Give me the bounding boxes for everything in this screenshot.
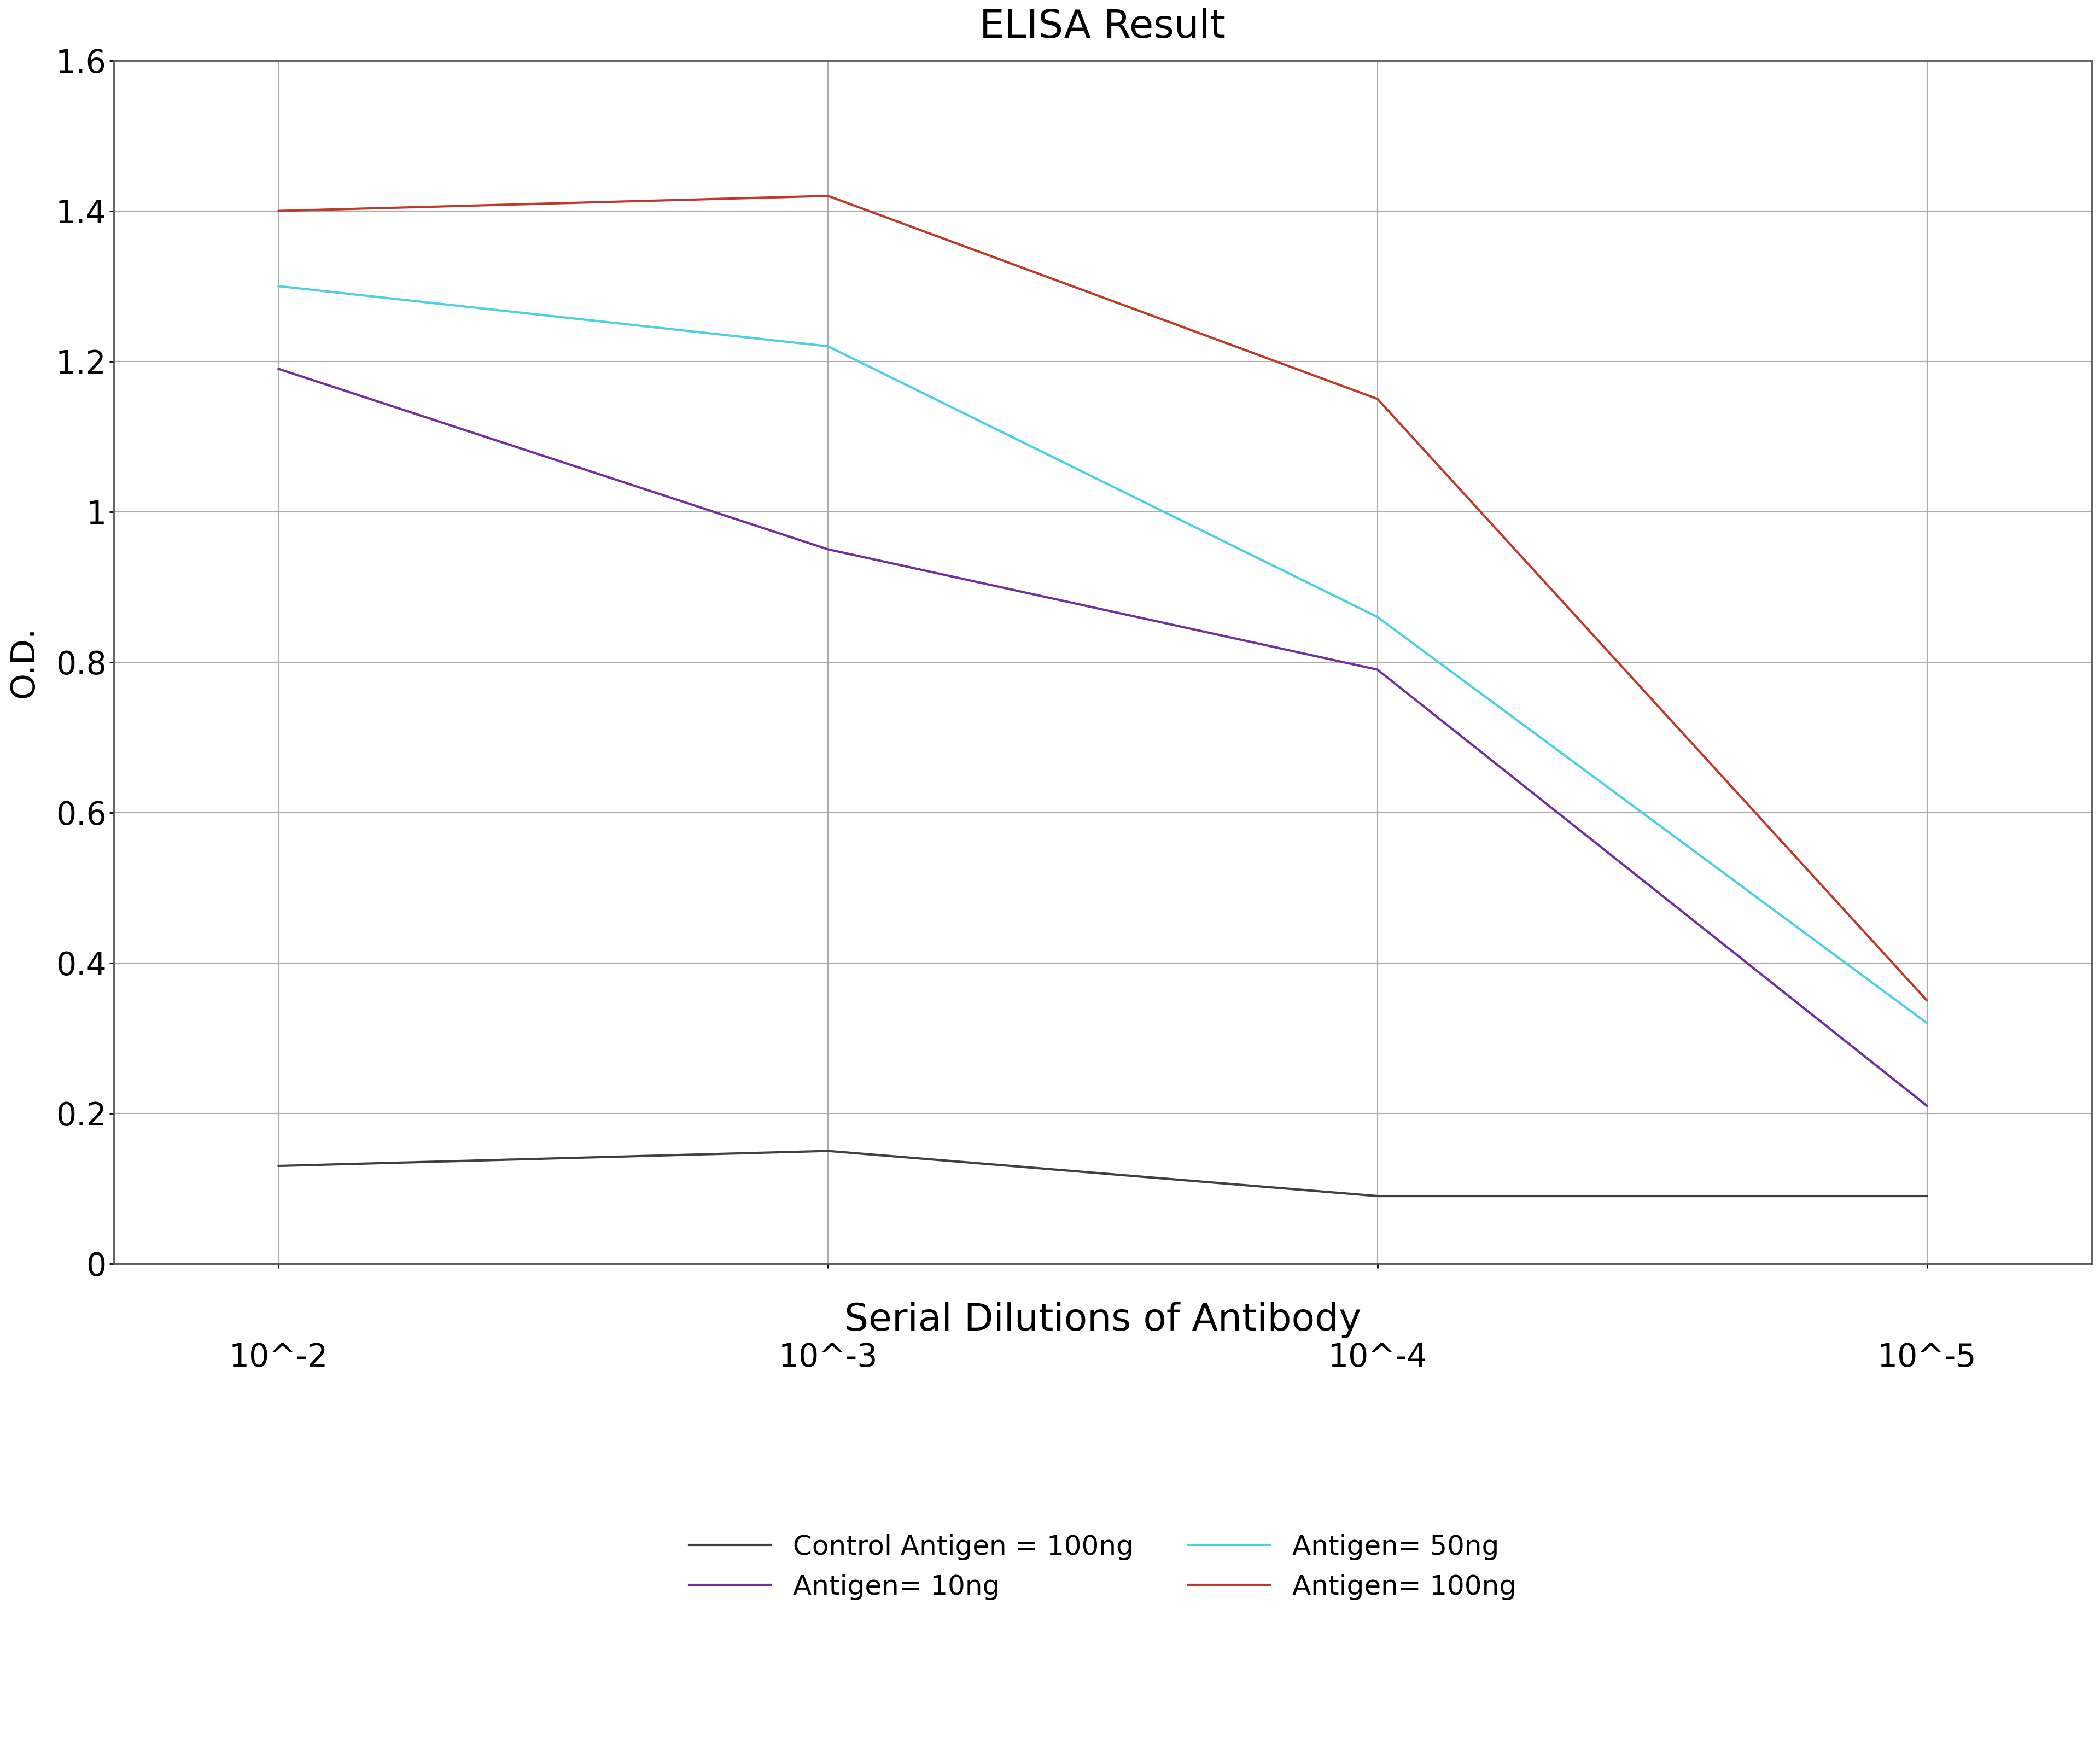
X-axis label: Serial Dilutions of Antibody: Serial Dilutions of Antibody [844,1302,1361,1339]
Text: 10^-2: 10^-2 [229,1342,328,1374]
Text: 10^-5: 10^-5 [1877,1342,1976,1374]
Text: 10^-3: 10^-3 [779,1342,878,1374]
Y-axis label: O.D.: O.D. [8,626,40,698]
Text: 10^-4: 10^-4 [1327,1342,1428,1374]
Legend: Control Antigen = 100ng, Antigen= 10ng, Antigen= 50ng, Antigen= 100ng: Control Antigen = 100ng, Antigen= 10ng, … [678,1522,1527,1612]
Title: ELISA Result: ELISA Result [981,9,1226,45]
